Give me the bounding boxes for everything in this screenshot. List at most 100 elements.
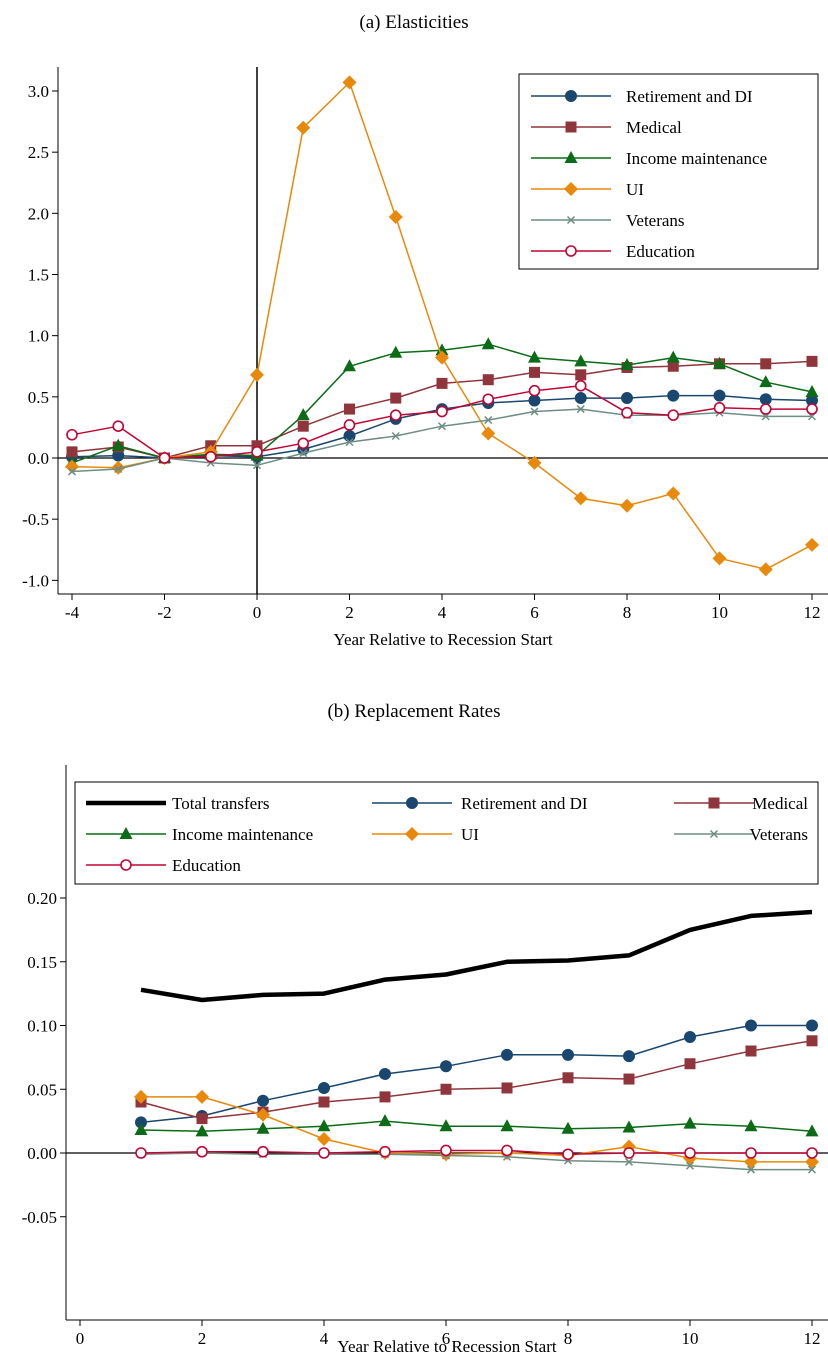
legend-marker [405,827,419,841]
data-point [379,1067,391,1080]
x-tick-label: 0 [253,603,262,622]
y-tick-label: -0.05 [22,1208,57,1227]
x-axis-label: Year Relative to Recession Start [333,630,553,649]
data-point [251,440,263,452]
y-tick-label: 2.0 [28,204,49,223]
data-point [805,1154,819,1169]
legend-marker [565,90,577,102]
data-point [745,1045,757,1057]
y-tick-label: 1.5 [28,266,49,285]
legend-label: Income maintenance [626,149,767,168]
data-point [805,1124,819,1137]
data-point [576,405,585,414]
data-point [530,407,539,416]
data-point [806,1019,818,1032]
legend-box [518,73,819,270]
data-point [623,1073,635,1085]
legend-label: Total transfers [172,794,269,813]
data-point [111,438,125,451]
data-point [623,1050,635,1063]
data-point [251,446,263,458]
data-point [759,403,772,415]
data-point [256,1107,270,1122]
series-line [140,1149,812,1156]
data-point [439,1119,453,1132]
series-total-transfers [140,909,813,1003]
data-point [66,428,78,441]
data-point [501,1048,513,1061]
chart-title-elasticities: (a) Elasticities [359,12,468,33]
y-tick-label: 0.5 [28,388,49,407]
legend-marker [709,829,719,839]
tick-group: 0 2 4 6 8 10 12 -0.05 0.00 0.05 0.10 0.15 0.20 [22,889,821,1348]
series-income-maintenance [134,1114,819,1137]
data-point [713,389,726,402]
x-axis-label: Year Relative to Recession Start [337,1337,557,1356]
data-point [574,354,588,367]
data-point [440,1144,452,1157]
legend-label: UI [461,825,479,844]
data-point [204,450,217,463]
data-point [440,1083,452,1095]
x-tick-label: 10 [682,1329,699,1348]
data-point [685,1161,695,1170]
data-point [342,75,357,90]
data-point [435,343,449,356]
legend-item-ui: UI [372,825,479,844]
y-tick-label: 0.10 [27,1017,57,1036]
data-point [437,422,447,431]
data-point [435,350,449,365]
data-point [391,431,400,441]
legend-item-income-maintenance: Income maintenance [531,149,767,168]
data-point [343,419,356,431]
legend-item-medical: Medical [531,118,682,137]
legend-item-ui: UI [531,180,644,199]
data-point [528,384,541,397]
y-tick-label: 3.0 [28,82,49,101]
legend-marker [406,797,418,809]
data-point [388,210,403,225]
x-tick-label: 6 [530,603,539,622]
series-retirement-and-di [135,1019,818,1129]
data-point [624,1157,634,1166]
data-point [196,1145,208,1158]
legend-box [74,781,819,885]
data-point [684,1030,696,1043]
legend-label: Veterans [626,211,685,230]
data-point [318,1081,330,1094]
data-point [257,1094,269,1107]
legend-label: Veterans [749,825,808,844]
data-point [712,551,727,566]
data-point [620,358,634,371]
legend-item-medical: Medical [674,794,808,813]
series-line [140,1024,812,1124]
legend-marker [564,182,578,196]
legend-item-retirement-and-di: Retirement and DI [531,87,753,106]
legend-marker [119,827,133,839]
data-point [807,1165,817,1174]
data-point [666,486,681,501]
data-point [574,380,587,392]
series-line [140,1152,812,1171]
data-point [296,120,311,135]
data-point [806,403,818,415]
y-tick-label: 0.20 [27,889,57,908]
series-line [141,1096,812,1163]
data-point [501,1144,513,1157]
data-point [713,356,726,369]
data-point [436,377,448,389]
legend-label: Education [626,242,695,261]
data-point [318,1147,330,1159]
data-point [379,1091,391,1103]
data-point [562,1048,574,1061]
data-point [745,1019,757,1032]
data-point [318,1096,330,1108]
data-point [806,355,818,367]
series-education [66,380,818,464]
data-point [257,1145,269,1158]
data-point [805,384,819,397]
data-point [684,1058,696,1070]
data-point [297,420,309,432]
series-group [134,909,819,1174]
data-point [528,394,541,407]
